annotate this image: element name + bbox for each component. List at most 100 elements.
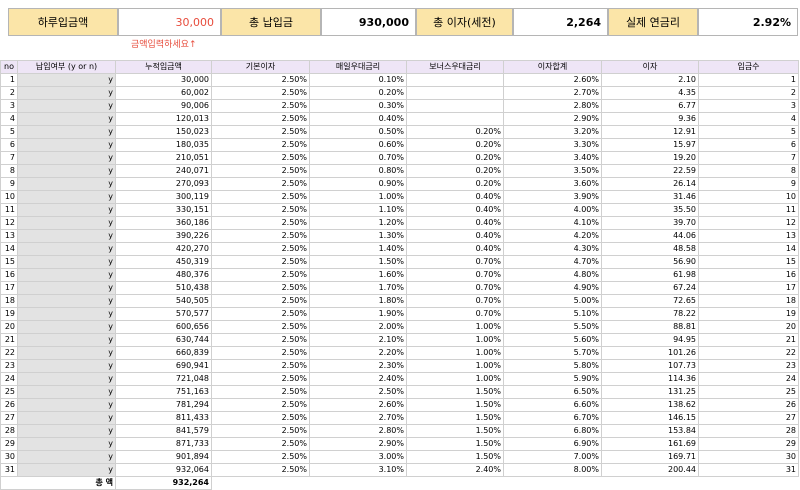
- cell-paid[interactable]: y: [17, 99, 116, 113]
- cell-interest: 19.20: [601, 151, 699, 165]
- table-row: 6 y 180,035 2.50% 0.60% 0.20% 3.30% 15.97 6: [0, 138, 799, 152]
- cell-no: 3: [0, 99, 18, 113]
- cell-daily-bonus: 0.70%: [309, 151, 407, 165]
- cell-no: 10: [0, 190, 18, 204]
- cell-paid[interactable]: y: [17, 398, 116, 412]
- cell-paid[interactable]: y: [17, 177, 116, 191]
- cell-daily-bonus: 1.20%: [309, 216, 407, 230]
- table-row: 27 y 811,433 2.50% 2.70% 1.50% 6.70% 146.15 27: [0, 411, 799, 425]
- cell-paid[interactable]: y: [17, 138, 116, 152]
- cell-count: 19: [698, 307, 799, 321]
- total-interest-value: 2,264: [513, 8, 608, 36]
- cell-extra-bonus: 0.70%: [406, 268, 504, 282]
- table-row: 30 y 901,894 2.50% 3.00% 1.50% 7.00% 169.71 30: [0, 450, 799, 464]
- cell-paid[interactable]: y: [17, 372, 116, 386]
- cell-interest: 101.26: [601, 346, 699, 360]
- cell-interest: 2.10: [601, 73, 699, 87]
- cell-cumulative: 570,577: [115, 307, 212, 321]
- cell-paid[interactable]: y: [17, 424, 116, 438]
- cell-paid[interactable]: y: [17, 112, 116, 126]
- cell-paid[interactable]: y: [17, 73, 116, 87]
- cell-base-rate: 2.50%: [211, 463, 310, 477]
- cell-paid[interactable]: y: [17, 385, 116, 399]
- cell-daily-bonus: 2.60%: [309, 398, 407, 412]
- total-label: 총 액: [0, 476, 116, 490]
- cell-count: 9: [698, 177, 799, 191]
- cell-count: 10: [698, 190, 799, 204]
- cell-paid[interactable]: y: [17, 450, 116, 464]
- table-row: 24 y 721,048 2.50% 2.40% 1.00% 5.90% 114.36 24: [0, 372, 799, 386]
- cell-cumulative: 871,733: [115, 437, 212, 451]
- table-row: 3 y 90,006 2.50% 0.30% 2.80% 6.77 3: [0, 99, 799, 113]
- cell-base-rate: 2.50%: [211, 177, 310, 191]
- cell-total-rate: 6.70%: [503, 411, 602, 425]
- cell-cumulative: 540,505: [115, 294, 212, 308]
- cell-paid[interactable]: y: [17, 203, 116, 217]
- cell-total-rate: 4.70%: [503, 255, 602, 269]
- cell-count: 4: [698, 112, 799, 126]
- cell-extra-bonus: 0.70%: [406, 307, 504, 321]
- cell-base-rate: 2.50%: [211, 320, 310, 334]
- cell-paid[interactable]: y: [17, 151, 116, 165]
- cell-daily-bonus: 1.40%: [309, 242, 407, 256]
- cell-base-rate: 2.50%: [211, 372, 310, 386]
- cell-paid[interactable]: y: [17, 307, 116, 321]
- cell-paid[interactable]: y: [17, 125, 116, 139]
- cell-extra-bonus: 1.00%: [406, 346, 504, 360]
- cell-no: 27: [0, 411, 18, 425]
- cell-count: 31: [698, 463, 799, 477]
- cell-paid[interactable]: y: [17, 463, 116, 477]
- cell-total-rate: 3.20%: [503, 125, 602, 139]
- cell-interest: 56.90: [601, 255, 699, 269]
- cell-total-rate: 5.10%: [503, 307, 602, 321]
- cell-total-rate: 2.90%: [503, 112, 602, 126]
- cell-no: 4: [0, 112, 18, 126]
- table-row: 25 y 751,163 2.50% 2.50% 1.50% 6.50% 131.25 25: [0, 385, 799, 399]
- cell-daily-bonus: 0.50%: [309, 125, 407, 139]
- table-row: 20 y 600,656 2.50% 2.00% 1.00% 5.50% 88.81 20: [0, 320, 799, 334]
- cell-count: 21: [698, 333, 799, 347]
- cell-count: 28: [698, 424, 799, 438]
- cell-paid[interactable]: y: [17, 281, 116, 295]
- cell-cumulative: 721,048: [115, 372, 212, 386]
- cell-paid[interactable]: y: [17, 359, 116, 373]
- cell-extra-bonus: 1.50%: [406, 450, 504, 464]
- cell-paid[interactable]: y: [17, 411, 116, 425]
- cell-cumulative: 420,270: [115, 242, 212, 256]
- cell-paid[interactable]: y: [17, 333, 116, 347]
- cell-interest: 26.14: [601, 177, 699, 191]
- cell-interest: 200.44: [601, 463, 699, 477]
- cell-paid[interactable]: y: [17, 268, 116, 282]
- cell-paid[interactable]: y: [17, 86, 116, 100]
- cell-paid[interactable]: y: [17, 216, 116, 230]
- cell-interest: 67.24: [601, 281, 699, 295]
- cell-paid[interactable]: y: [17, 294, 116, 308]
- table-body: 1 y 30,000 2.50% 0.10% 2.60% 2.10 1 2 y 60,002 2.50…: [0, 73, 799, 490]
- cell-count: 2: [698, 86, 799, 100]
- cell-daily-bonus: 0.30%: [309, 99, 407, 113]
- cell-interest: 169.71: [601, 450, 699, 464]
- cell-extra-bonus: 0.70%: [406, 255, 504, 269]
- cell-paid[interactable]: y: [17, 320, 116, 334]
- cell-paid[interactable]: y: [17, 437, 116, 451]
- cell-count: 29: [698, 437, 799, 451]
- table-row: 8 y 240,071 2.50% 0.80% 0.20% 3.50% 22.59 8: [0, 164, 799, 178]
- cell-total-rate: 2.70%: [503, 86, 602, 100]
- cell-base-rate: 2.50%: [211, 125, 310, 139]
- cell-paid[interactable]: y: [17, 242, 116, 256]
- cell-paid[interactable]: y: [17, 255, 116, 269]
- cell-count: 7: [698, 151, 799, 165]
- cell-base-rate: 2.50%: [211, 255, 310, 269]
- cell-count: 20: [698, 320, 799, 334]
- cell-paid[interactable]: y: [17, 346, 116, 360]
- cell-count: 5: [698, 125, 799, 139]
- cell-interest: 44.06: [601, 229, 699, 243]
- cell-paid[interactable]: y: [17, 229, 116, 243]
- cell-daily-bonus: 2.90%: [309, 437, 407, 451]
- cell-paid[interactable]: y: [17, 190, 116, 204]
- col-header-cumulative: 누적입금액: [115, 60, 212, 74]
- daily-amount-input[interactable]: 30,000: [118, 8, 221, 36]
- cell-cumulative: 270,093: [115, 177, 212, 191]
- cell-paid[interactable]: y: [17, 164, 116, 178]
- cell-total-rate: 2.60%: [503, 73, 602, 87]
